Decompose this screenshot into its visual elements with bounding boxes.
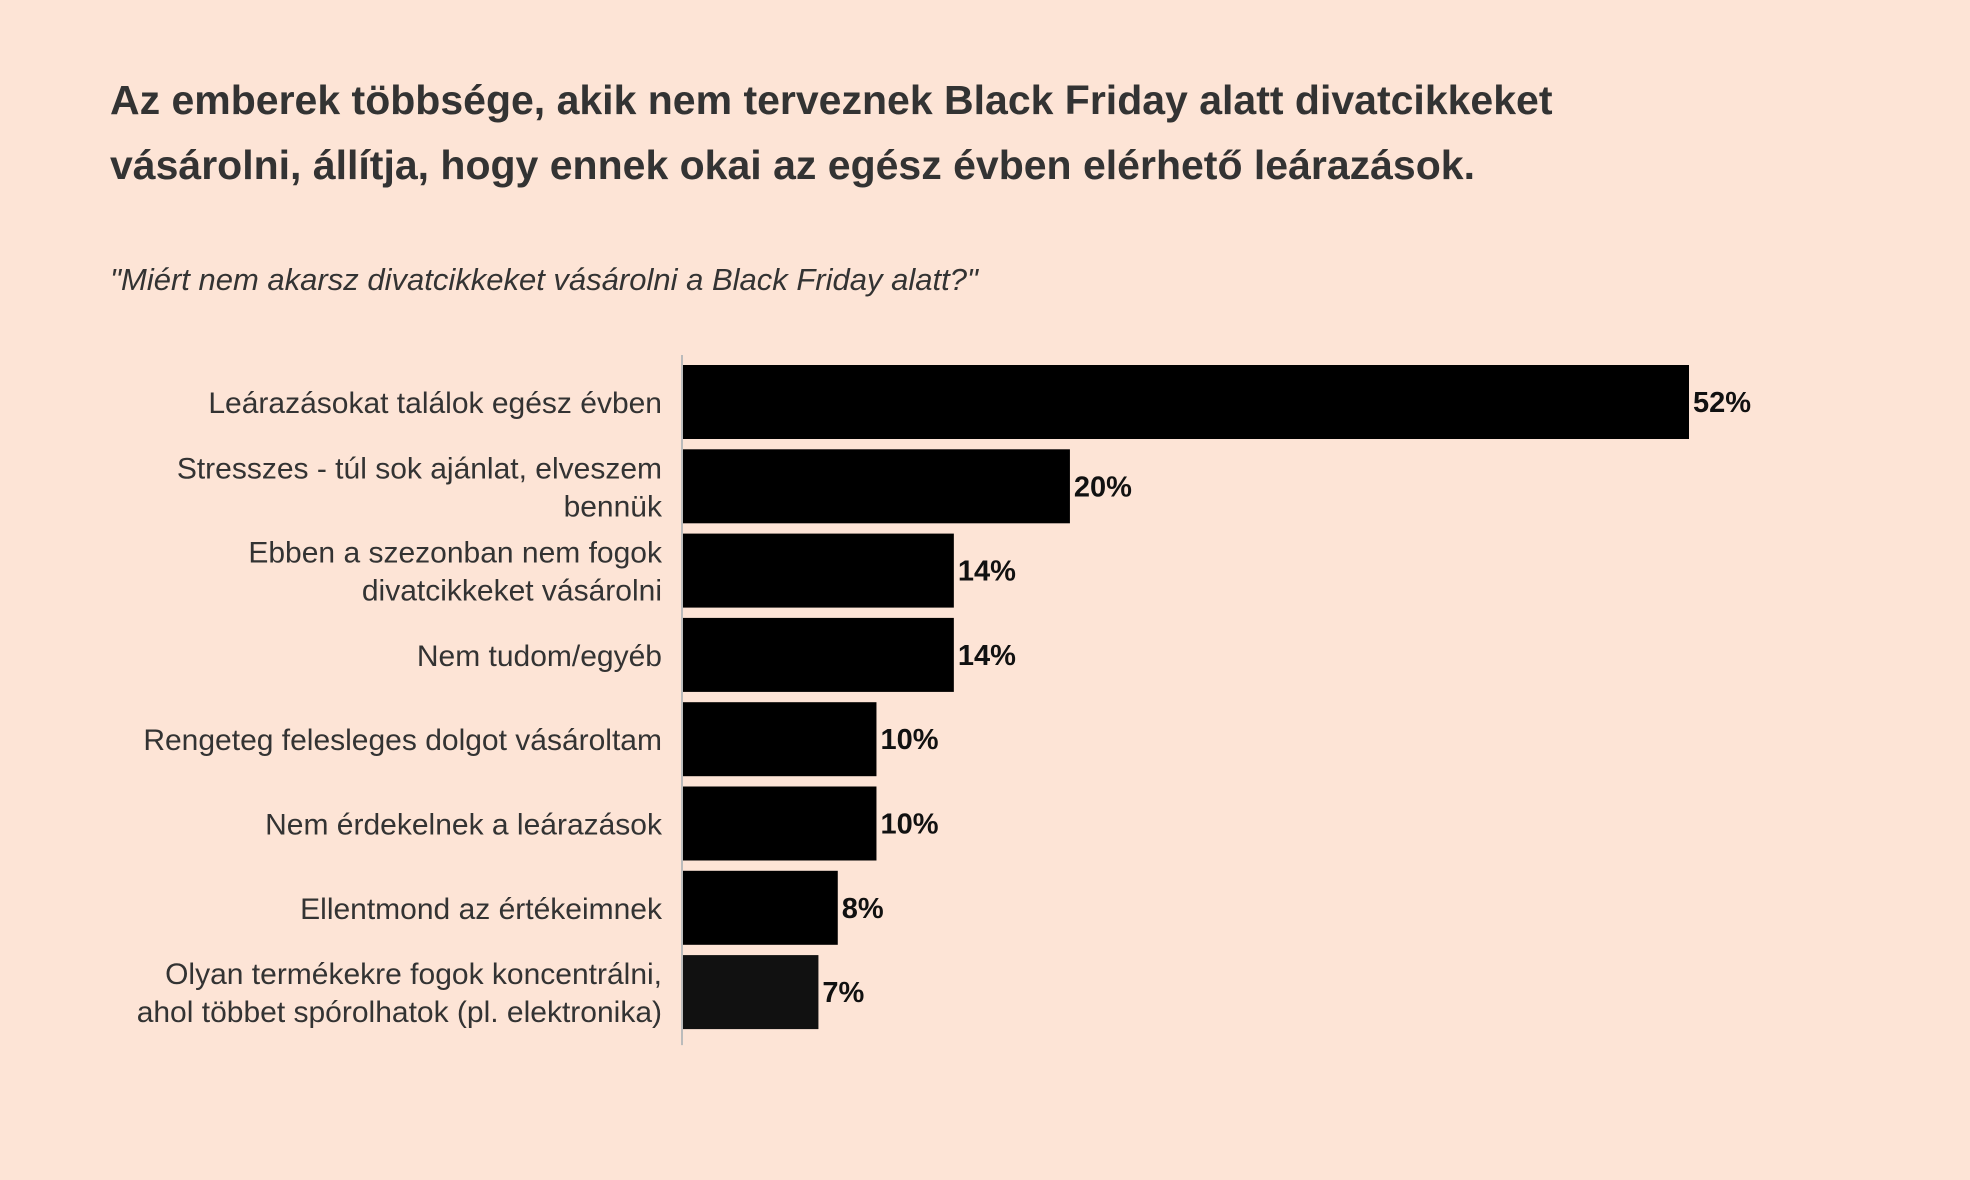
bar (683, 365, 1689, 439)
bar (683, 870, 838, 945)
category-label: Nem érdekelnek a leárazások (265, 809, 663, 842)
bar (683, 786, 877, 861)
category-label: Rengeteg felesleges dolgot vásároltam (143, 724, 662, 757)
category-label: Leárazásokat találok egész évben (208, 387, 662, 420)
category-label: Ebben a szezonban nem fogok (248, 537, 663, 570)
category-label: Stresszes - túl sok ajánlat, elveszem (177, 452, 662, 485)
value-label: 8% (842, 893, 884, 925)
value-label: 14% (958, 640, 1016, 672)
value-label: 52% (1693, 387, 1751, 419)
category-label: divatcikkeket vásárolni (362, 575, 662, 608)
category-label: Nem tudom/egyéb (417, 640, 662, 673)
category-label: bennük (564, 490, 663, 523)
bar (683, 449, 1070, 524)
category-label: ahol többet spórolhatok (pl. elektronika… (137, 996, 662, 1029)
value-label: 20% (1074, 471, 1132, 503)
chart-title: Az emberek többsége, akik nem terveznek … (110, 77, 1553, 188)
value-label: 10% (880, 809, 938, 841)
chart-subtitle: "Miért nem akarsz divatcikkeket vásároln… (110, 262, 978, 297)
category-label: Ellentmond az értékeimnek (300, 893, 663, 926)
bar (683, 955, 819, 1030)
bar (683, 702, 877, 777)
value-label: 14% (958, 556, 1016, 588)
category-label: Olyan termékekre fogok koncentrálni, (165, 958, 662, 991)
bar (683, 617, 954, 692)
bar (683, 533, 954, 608)
value-label: 7% (822, 977, 864, 1009)
value-label: 10% (880, 724, 938, 756)
